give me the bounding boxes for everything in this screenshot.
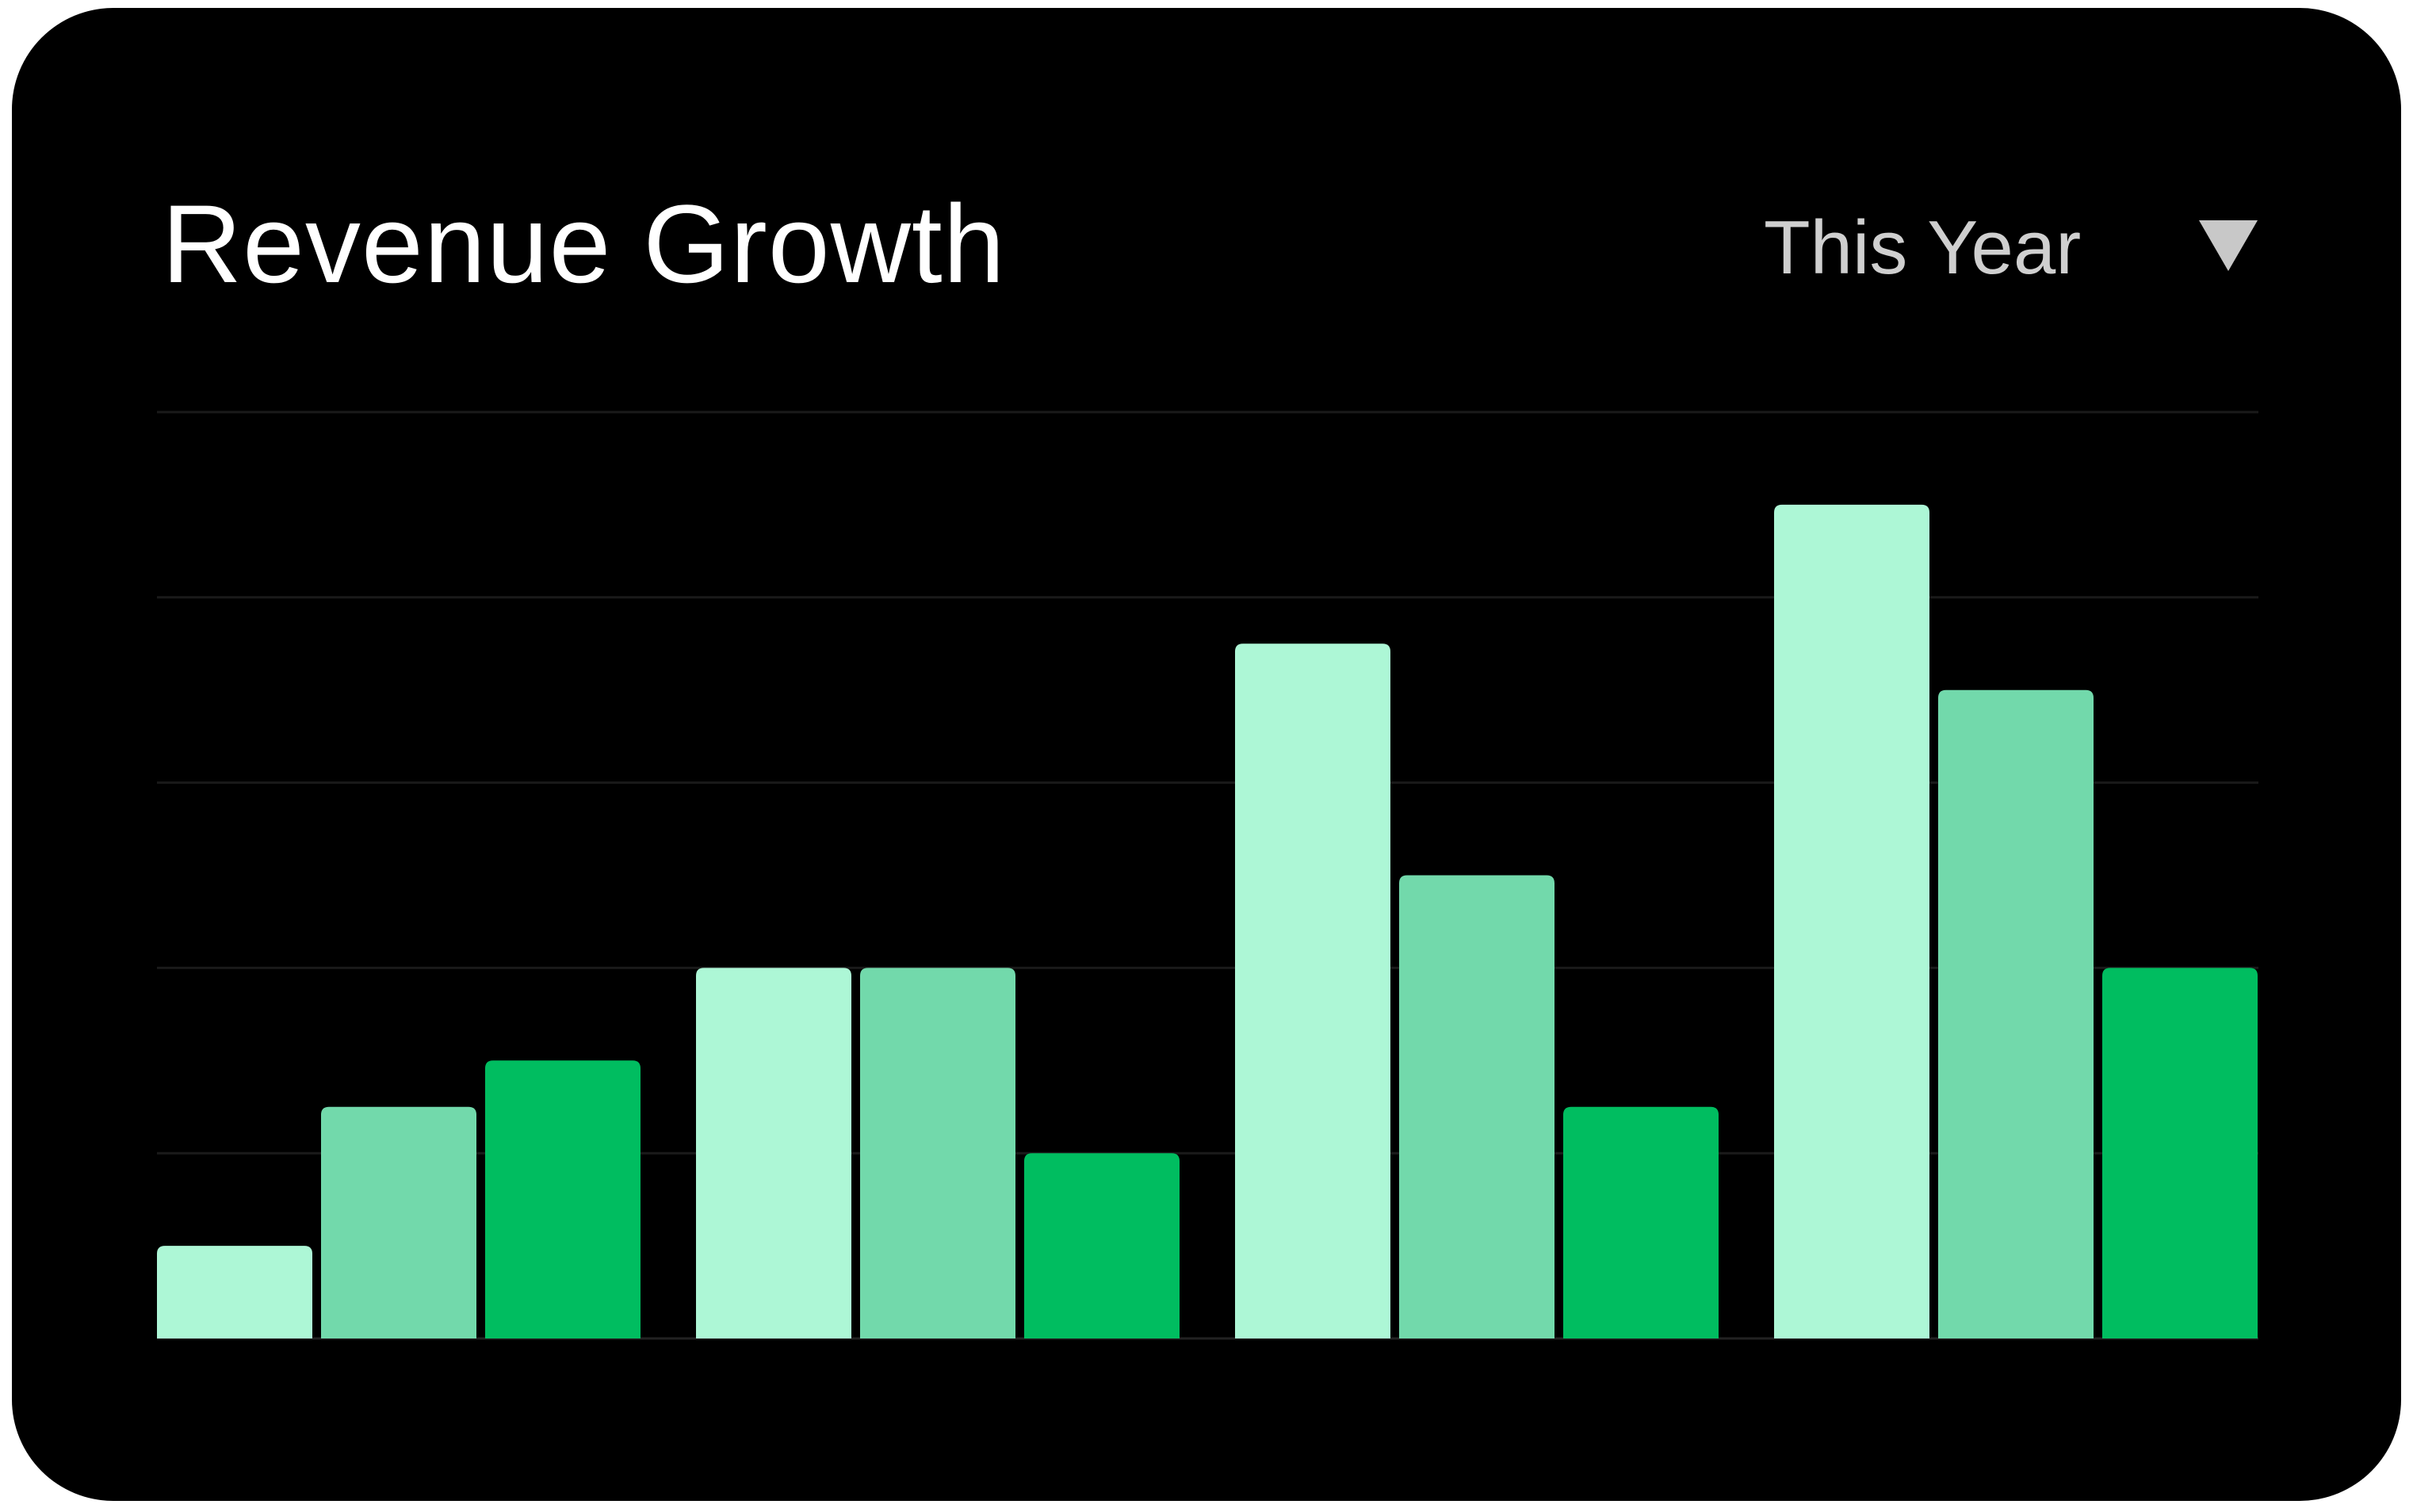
bar-group-2-series-1[interactable] (696, 968, 851, 1338)
bar-group-3-series-3[interactable] (1563, 1106, 1719, 1338)
bar-chart (157, 410, 2258, 1340)
bar-group-4-series-1[interactable] (1774, 504, 1929, 1338)
bar-group-2-series-2[interactable] (860, 968, 1015, 1338)
bar-group-1-series-2[interactable] (321, 1106, 476, 1338)
bars (157, 504, 2258, 1339)
period-select[interactable]: This Year (1764, 204, 2081, 292)
bar-group-3-series-2[interactable] (1399, 875, 1554, 1339)
period-select-value: This Year (1764, 205, 2082, 290)
bar-group-3-series-1[interactable] (1235, 643, 1390, 1338)
revenue-growth-card: Revenue Growth This Year (12, 8, 2401, 1501)
bar-group-4-series-3[interactable] (2102, 968, 2258, 1338)
bar-group-4-series-2[interactable] (1938, 689, 2094, 1338)
caret-down-icon[interactable] (2199, 220, 2258, 271)
chart-title: Revenue Growth (162, 181, 1006, 306)
bar-group-2-series-3[interactable] (1024, 1153, 1180, 1338)
bar-group-1-series-1[interactable] (157, 1246, 312, 1338)
bar-group-1-series-3[interactable] (485, 1060, 641, 1338)
